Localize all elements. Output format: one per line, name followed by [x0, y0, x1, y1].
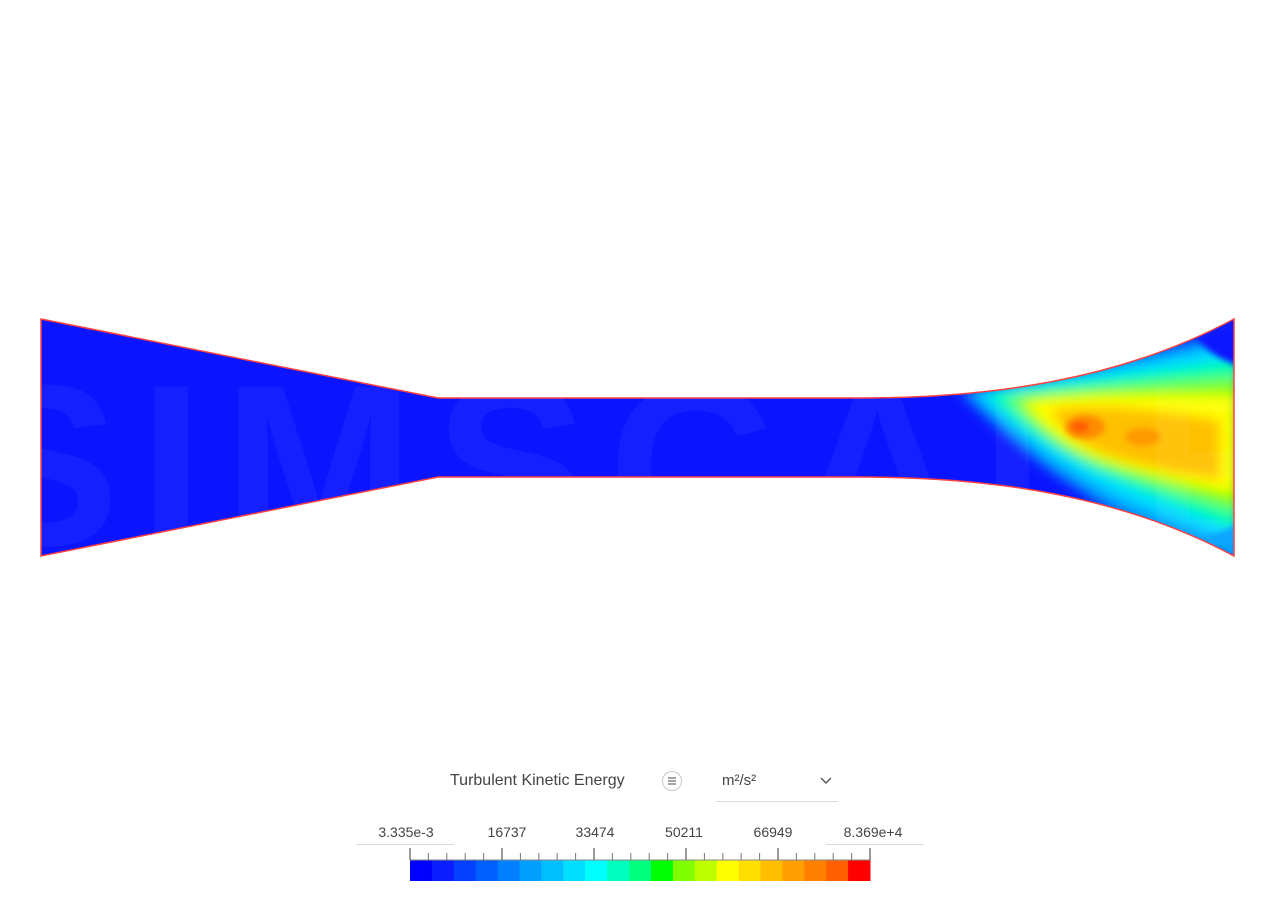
- colorbar-swatch: [629, 860, 652, 881]
- color-legend: Turbulent Kinetic Energy m²/s² 3.335e-3 …: [356, 764, 924, 889]
- colorbar-swatch: [563, 860, 586, 881]
- colorbar-swatch: [826, 860, 849, 881]
- colorbar: [409, 848, 871, 881]
- colorbar-swatch: [453, 860, 477, 881]
- colorbar-swatch: [694, 860, 718, 881]
- legend-header: Turbulent Kinetic Energy m²/s²: [356, 764, 924, 804]
- colorbar-swatch: [410, 860, 433, 881]
- tick-label: 33474: [575, 824, 615, 840]
- unit-select[interactable]: m²/s²: [716, 764, 838, 802]
- colorbar-swatch: [497, 860, 521, 881]
- unit-value: m²/s²: [722, 772, 757, 789]
- tick-label: 8.369e+4: [843, 824, 903, 840]
- colorbar-swatch: [760, 860, 783, 881]
- colorbar-swatch: [672, 860, 696, 881]
- colorbar-swatch: [585, 860, 608, 881]
- tick-label: 3.335e-3: [378, 824, 434, 840]
- colorbar-swatch: [519, 860, 542, 881]
- menu-lines-icon: [668, 777, 676, 785]
- colorbar-swatch: [541, 860, 564, 881]
- colorbar-swatch: [607, 860, 630, 881]
- chevron-down-icon: [820, 777, 832, 784]
- colorbar-swatch: [475, 860, 499, 881]
- tick-label: 66949: [753, 824, 793, 840]
- colorbar-swatch: [782, 860, 805, 881]
- colorbar-swatch: [804, 860, 827, 881]
- colorbar-tick-labels: 3.335e-3 16737 33474 50211 66949 8.369e+…: [356, 824, 924, 846]
- colorbar-swatch: [848, 860, 871, 881]
- watermark-text: SIMSCALE: [0, 337, 1280, 594]
- legend-title: Turbulent Kinetic Energy: [450, 772, 625, 789]
- legend-menu-button[interactable]: [662, 771, 682, 791]
- tick-label: 50211: [665, 824, 703, 840]
- min-underline: [356, 844, 454, 845]
- colorbar-swatch: [431, 860, 455, 881]
- tick-label: 16737: [487, 824, 527, 840]
- colorbar-swatch: [716, 860, 740, 881]
- colorbar-swatch: [650, 860, 674, 881]
- domain-outline: [40, 317, 1235, 558]
- colorbar-swatch: [738, 860, 761, 881]
- max-underline: [826, 844, 924, 845]
